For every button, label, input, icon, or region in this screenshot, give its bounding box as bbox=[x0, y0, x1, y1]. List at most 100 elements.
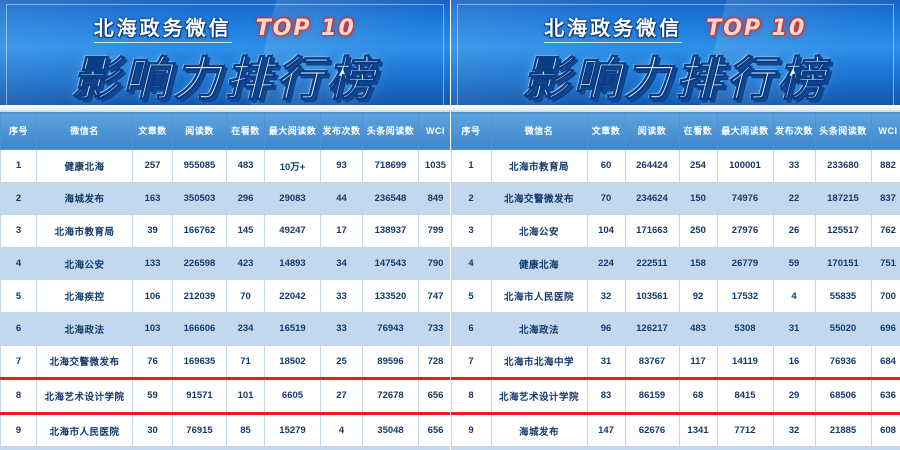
cell-reads: 126217 bbox=[624, 311, 680, 346]
cell-wci: 747 bbox=[418, 279, 450, 313]
cell-articles: 257 bbox=[132, 149, 173, 183]
cell-reads: 234624 bbox=[624, 181, 680, 216]
left-ranking-panel: 北海政务微信 TOP 10 影响力排行榜 序号 微信名 bbox=[0, 0, 450, 450]
cell-index: 8 bbox=[450, 377, 492, 415]
cell-articles: 103 bbox=[132, 311, 173, 346]
col-header-index: 序号 bbox=[450, 112, 492, 150]
cell-posts: 34 bbox=[320, 246, 363, 281]
cell-name: 北海艺术设计学院 bbox=[490, 377, 588, 415]
col-header-reads: 阅读数 bbox=[624, 112, 680, 150]
cell-articles: 59 bbox=[132, 377, 173, 415]
cell-wci: 700 bbox=[870, 279, 900, 313]
cell-articles: 224 bbox=[586, 246, 626, 281]
cell-max-reads: 22042 bbox=[264, 279, 321, 313]
cell-reads: 91571 bbox=[172, 377, 227, 415]
cell-reads: 166606 bbox=[172, 311, 227, 346]
cell-max-reads: 18502 bbox=[264, 344, 321, 380]
col-header-likes: 在看数 bbox=[678, 112, 718, 150]
cell-likes: 71 bbox=[226, 344, 265, 380]
col-header-posts: 发布次数 bbox=[320, 112, 363, 150]
cell-name: 北海艺术设计学院 bbox=[36, 377, 133, 415]
table-row: 10魅力银海1601022631549491433761628↓4 bbox=[0, 446, 450, 450]
cell-wci: 589 bbox=[870, 446, 900, 450]
banner-top10-label: TOP 10 bbox=[706, 16, 807, 41]
table-row: 10北海市第七中学283976713189251637962589↑29 bbox=[450, 446, 900, 450]
cell-likes: 234 bbox=[226, 311, 265, 346]
col-header-max-reads: 最大阅读数 bbox=[264, 112, 321, 150]
left-table-header-row: 序号 微信名 文章数 阅读数 在看数 最大阅读数 发布次数 头条阅读数 WCI … bbox=[0, 112, 450, 150]
cell-headline-reads: 133520 bbox=[362, 279, 419, 313]
cell-name: 北海市人民医院 bbox=[490, 279, 588, 313]
col-header-name: 微信名 bbox=[490, 112, 588, 150]
col-header-likes: 在看数 bbox=[226, 112, 265, 150]
cell-index: 6 bbox=[0, 311, 37, 346]
banner-main-row: 影响力排行榜 bbox=[0, 40, 450, 109]
cell-headline-reads: 21885 bbox=[814, 412, 872, 448]
cell-reads: 264424 bbox=[624, 149, 680, 183]
cell-articles: 133 bbox=[132, 246, 173, 281]
cell-index: 1 bbox=[450, 149, 492, 183]
right-table-wrapper: 序号 微信名 文章数 阅读数 在看数 最大阅读数 发布次数 头条阅读数 WCI … bbox=[450, 112, 900, 450]
col-header-articles: 文章数 bbox=[132, 112, 173, 150]
cell-index: 7 bbox=[450, 344, 492, 380]
cell-name: 北海交警微发布 bbox=[490, 181, 588, 216]
cell-name: 海城发布 bbox=[490, 412, 588, 448]
col-header-posts: 发布次数 bbox=[772, 112, 816, 150]
cell-headline-reads: 236548 bbox=[362, 181, 419, 216]
cell-reads: 103561 bbox=[624, 279, 680, 313]
cell-wci: 837 bbox=[870, 181, 900, 216]
cell-likes: 70 bbox=[226, 279, 265, 313]
banner-main-title: 影响力排行榜 bbox=[522, 52, 829, 108]
cell-likes: 150 bbox=[678, 181, 718, 216]
cell-index: 3 bbox=[0, 214, 37, 248]
cell-max-reads: 10万+ bbox=[264, 149, 321, 183]
cell-max-reads: 14119 bbox=[716, 344, 774, 380]
col-header-articles: 文章数 bbox=[586, 112, 626, 150]
cell-posts: 22 bbox=[772, 181, 816, 216]
cell-index: 5 bbox=[450, 279, 492, 313]
cell-articles: 31 bbox=[586, 344, 626, 380]
cell-reads: 350503 bbox=[172, 181, 227, 216]
cell-max-reads: 7712 bbox=[716, 412, 774, 448]
cell-max-reads: 6605 bbox=[264, 377, 321, 415]
cell-name: 北海交警微发布 bbox=[36, 344, 133, 380]
cell-max-reads: 27976 bbox=[716, 214, 774, 248]
left-table-body: 1健康北海25795508548310万+937186991035-2海城发布1… bbox=[0, 149, 450, 450]
cell-reads: 171663 bbox=[624, 214, 680, 248]
cell-headline-reads: 55835 bbox=[814, 279, 872, 313]
cell-posts: 93 bbox=[320, 149, 363, 183]
cell-likes: 1341 bbox=[678, 412, 718, 448]
cell-posts: 44 bbox=[320, 181, 363, 216]
col-header-name: 微信名 bbox=[36, 112, 133, 150]
cell-headline-reads: 55020 bbox=[814, 311, 872, 346]
cell-posts: 27 bbox=[320, 377, 363, 415]
cell-max-reads: 100001 bbox=[716, 149, 774, 183]
banner-main-title: 影响力排行榜 bbox=[71, 52, 378, 108]
cell-max-reads: 16519 bbox=[264, 311, 321, 346]
cell-wci: 762 bbox=[870, 214, 900, 248]
cell-headline-reads: 147543 bbox=[362, 246, 419, 281]
cell-max-reads: 5308 bbox=[716, 311, 774, 346]
col-header-headline-reads: 头条阅读数 bbox=[814, 112, 872, 150]
cell-index: 8 bbox=[0, 377, 37, 415]
cell-wci: 628 bbox=[418, 446, 450, 450]
banner-top-row: 北海政务微信 TOP 10 bbox=[451, 12, 900, 43]
cell-reads: 222511 bbox=[624, 246, 680, 281]
cell-posts: 29 bbox=[772, 377, 816, 415]
cell-headline-reads: 76936 bbox=[814, 344, 872, 380]
right-ranking-table: 序号 微信名 文章数 阅读数 在看数 最大阅读数 发布次数 头条阅读数 WCI … bbox=[450, 112, 900, 450]
cell-likes: 145 bbox=[226, 214, 265, 248]
cell-likes: 423 bbox=[226, 246, 265, 281]
cell-posts: 32 bbox=[772, 412, 816, 448]
col-header-reads: 阅读数 bbox=[172, 112, 227, 150]
cell-wci: 849 bbox=[418, 181, 450, 216]
